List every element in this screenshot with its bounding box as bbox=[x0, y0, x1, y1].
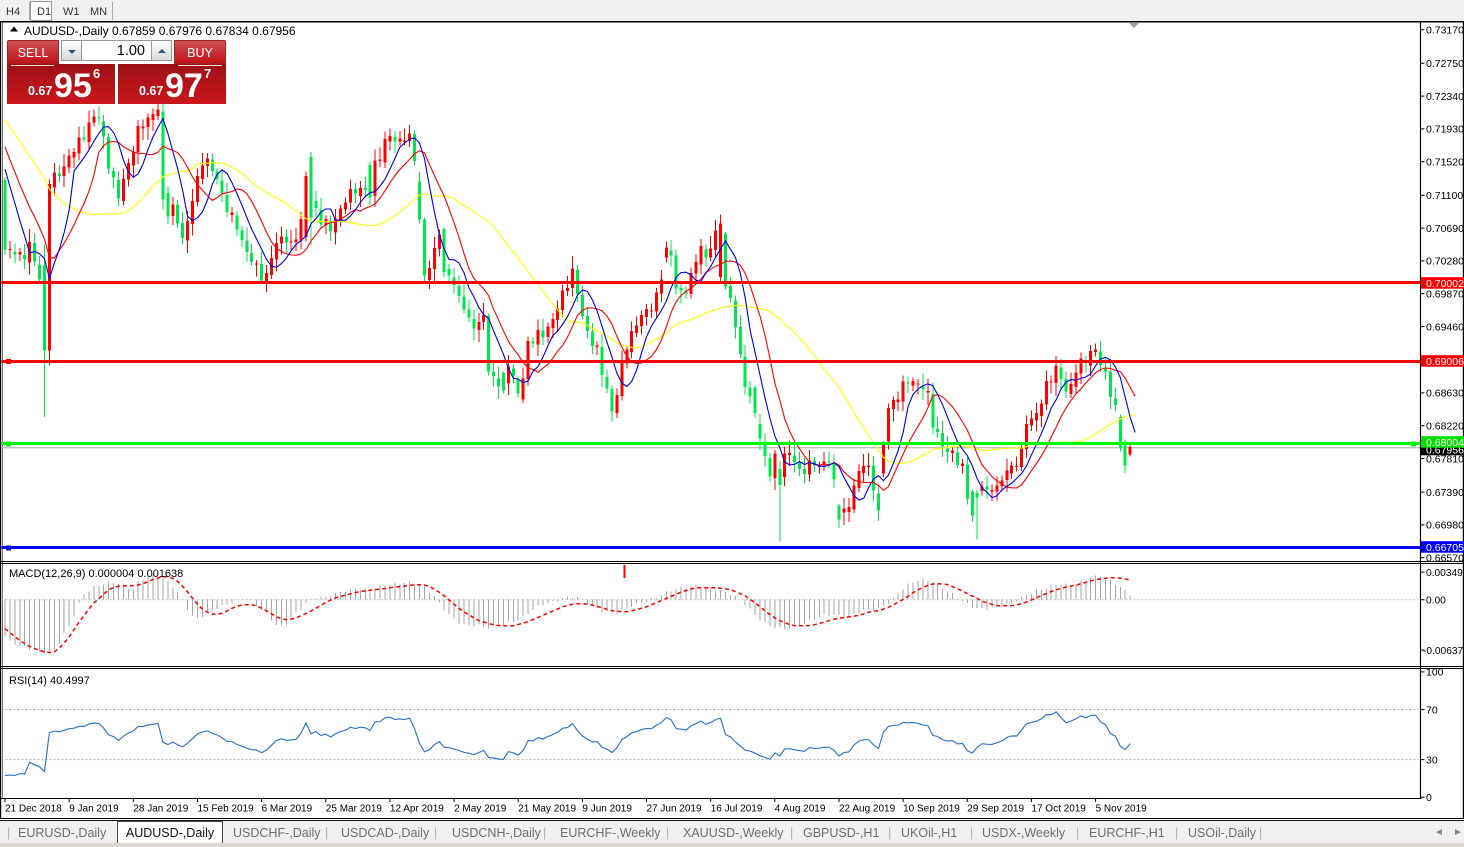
svg-text:AUDUSD-,Daily 0.67859 0.67976: AUDUSD-,Daily 0.67859 0.67976 0.67834 0.… bbox=[24, 24, 296, 38]
svg-text:0.68220: 0.68220 bbox=[1426, 421, 1464, 433]
svg-text:22 Aug 2019: 22 Aug 2019 bbox=[839, 804, 896, 815]
svg-text:-0.00637: -0.00637 bbox=[1423, 646, 1464, 657]
svg-text:0.69870: 0.69870 bbox=[1426, 289, 1464, 301]
svg-text:0.73170: 0.73170 bbox=[1426, 25, 1464, 37]
svg-text:2 May 2019: 2 May 2019 bbox=[454, 804, 507, 815]
svg-text:0.72340: 0.72340 bbox=[1426, 91, 1464, 103]
svg-text:0.00349: 0.00349 bbox=[1426, 568, 1463, 579]
svg-text:28 Jan 2019: 28 Jan 2019 bbox=[133, 804, 188, 815]
svg-text:H4: H4 bbox=[6, 6, 20, 18]
svg-text:30: 30 bbox=[1426, 754, 1438, 766]
svg-text:0.70280: 0.70280 bbox=[1426, 256, 1464, 268]
svg-text:0.67810: 0.67810 bbox=[1426, 453, 1464, 465]
svg-text:0.71930: 0.71930 bbox=[1426, 124, 1464, 136]
svg-text:RSI(14) 40.4997: RSI(14) 40.4997 bbox=[9, 675, 90, 687]
svg-text:D1: D1 bbox=[37, 6, 51, 18]
svg-text:0.67390: 0.67390 bbox=[1426, 487, 1464, 499]
svg-text:29 Sep 2019: 29 Sep 2019 bbox=[967, 804, 1024, 815]
svg-text:MN: MN bbox=[90, 6, 107, 18]
svg-text:MACD(12,26,9) 0.000004 0.00163: MACD(12,26,9) 0.000004 0.001638 bbox=[9, 568, 183, 580]
svg-text:0.00: 0.00 bbox=[1426, 596, 1446, 607]
svg-text:0.69006: 0.69006 bbox=[1426, 356, 1464, 368]
svg-text:25 Mar 2019: 25 Mar 2019 bbox=[326, 804, 383, 815]
svg-text:70: 70 bbox=[1426, 704, 1438, 716]
svg-text:6 Mar 2019: 6 Mar 2019 bbox=[262, 804, 313, 815]
svg-text:15 Feb 2019: 15 Feb 2019 bbox=[198, 804, 255, 815]
svg-text:0.71520: 0.71520 bbox=[1426, 157, 1464, 169]
svg-text:16 Jul 2019: 16 Jul 2019 bbox=[711, 804, 763, 815]
svg-text:4 Aug 2019: 4 Aug 2019 bbox=[775, 804, 826, 815]
svg-text:0.66705: 0.66705 bbox=[1426, 542, 1464, 554]
svg-text:W1: W1 bbox=[63, 6, 80, 18]
svg-text:0: 0 bbox=[1426, 792, 1432, 804]
svg-text:0.70002: 0.70002 bbox=[1426, 278, 1464, 290]
svg-text:17 Oct 2019: 17 Oct 2019 bbox=[1031, 804, 1086, 815]
svg-text:21 Dec 2018: 21 Dec 2018 bbox=[5, 804, 62, 815]
svg-text:0.71100: 0.71100 bbox=[1426, 190, 1463, 202]
svg-text:0.68630: 0.68630 bbox=[1426, 388, 1464, 400]
svg-text:0.66980: 0.66980 bbox=[1426, 520, 1464, 532]
svg-text:100: 100 bbox=[1426, 667, 1444, 679]
svg-text:0.70690: 0.70690 bbox=[1426, 223, 1464, 235]
svg-text:0.66570: 0.66570 bbox=[1426, 553, 1464, 565]
svg-text:0.68004: 0.68004 bbox=[1426, 437, 1464, 449]
svg-text:21 May 2019: 21 May 2019 bbox=[518, 804, 576, 815]
svg-text:5 Nov 2019: 5 Nov 2019 bbox=[1096, 804, 1148, 815]
svg-text:10 Sep 2019: 10 Sep 2019 bbox=[903, 804, 960, 815]
svg-text:9 Jan 2019: 9 Jan 2019 bbox=[69, 804, 119, 815]
svg-text:12 Apr 2019: 12 Apr 2019 bbox=[390, 804, 444, 815]
svg-text:0.72750: 0.72750 bbox=[1426, 58, 1464, 70]
svg-text:0.69460: 0.69460 bbox=[1426, 321, 1464, 333]
svg-text:27 Jun 2019: 27 Jun 2019 bbox=[647, 804, 702, 815]
svg-text:9 Jun 2019: 9 Jun 2019 bbox=[582, 804, 632, 815]
